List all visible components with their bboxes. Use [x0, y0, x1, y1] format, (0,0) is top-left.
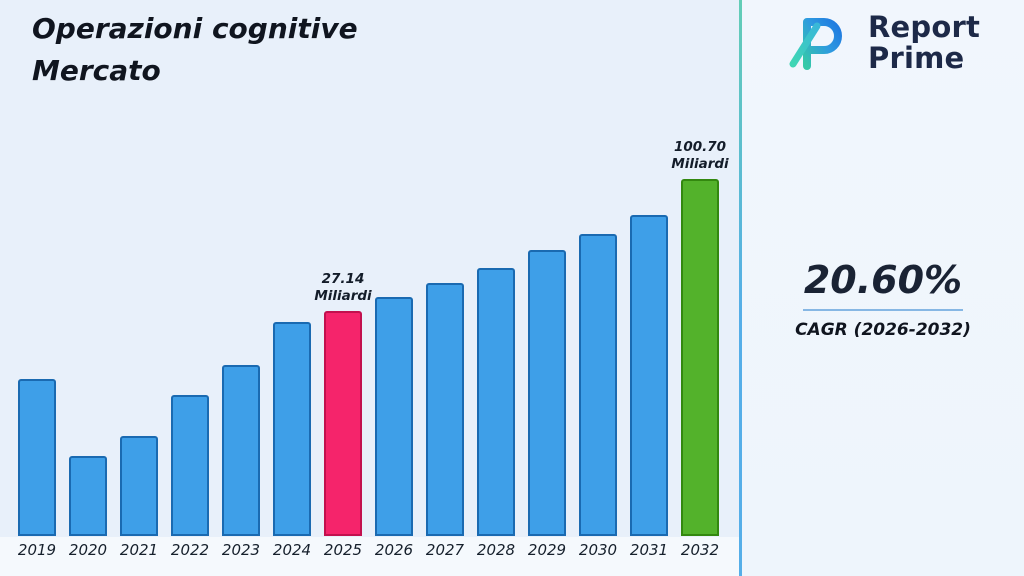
- report-prime-logo: Report Prime: [779, 12, 980, 74]
- bar-2019: [18, 379, 56, 536]
- bar-2031: [630, 215, 668, 536]
- cagr-underline: [803, 309, 963, 311]
- bar-column-2032: 100.70 Miliardi 2032: [671, 139, 728, 562]
- x-axis-label-2021: 2021: [119, 541, 159, 559]
- bar-2021: [120, 436, 158, 536]
- x-axis-label-2029: 2029: [527, 541, 567, 559]
- page-title-line1: Operazioni cognitive: [32, 12, 358, 45]
- bar-column-2028: 2028: [477, 268, 515, 562]
- x-axis-label-2022: 2022: [170, 541, 210, 559]
- bar-column-2030: 2030: [579, 234, 617, 562]
- vertical-divider: [739, 0, 742, 576]
- bar-column-2024: 2024: [273, 322, 311, 562]
- bar-2025: [324, 311, 362, 536]
- x-axis-label-2019: 2019: [17, 541, 57, 559]
- bar-column-2021: 2021: [120, 436, 158, 562]
- bar-column-2019: 2019: [18, 379, 56, 562]
- bar-column-2027: 2027: [426, 283, 464, 562]
- logo-text-line2: Prime: [868, 41, 965, 75]
- x-axis-label-2031: 2031: [629, 541, 669, 559]
- bar-2020: [69, 456, 107, 536]
- x-axis-label-2027: 2027: [425, 541, 465, 559]
- x-axis-label-2032: 2032: [680, 541, 720, 559]
- bar-2028: [477, 268, 515, 536]
- bar-value-annotation-2032: 100.70 Miliardi: [671, 139, 729, 173]
- bar-column-2020: 2020: [69, 456, 107, 562]
- x-axis-label-2020: 2020: [68, 541, 108, 559]
- bar-2029: [528, 250, 566, 536]
- bar-column-2029: 2029: [528, 250, 566, 562]
- bar-column-2023: 2023: [222, 365, 260, 562]
- page-title-line2: Mercato: [32, 54, 161, 87]
- bar-2027: [426, 283, 464, 536]
- x-axis-label-2025: 2025: [323, 541, 363, 559]
- bar-2030: [579, 234, 617, 536]
- bar-column-2031: 2031: [630, 215, 668, 562]
- report-prime-logo-text: Report Prime: [868, 12, 980, 74]
- cagr-label: CAGR (2026-2032): [795, 320, 971, 340]
- bar-2023: [222, 365, 260, 536]
- cagr-value: 20.60%: [803, 258, 963, 302]
- bar-value-annotation-2025: 27.14 Miliardi: [314, 271, 372, 305]
- bar-2024: [273, 322, 311, 536]
- bar-column-2026: 2026: [375, 297, 413, 562]
- bar-column-2025: 27.14 Miliardi 2025: [314, 271, 371, 562]
- bar-2032: [681, 179, 719, 536]
- right-panel-background: [742, 0, 1024, 576]
- report-prime-logo-icon: [789, 18, 842, 70]
- page-title: Operazioni cognitive Mercato: [32, 8, 358, 92]
- bar-column-2022: 2022: [171, 395, 209, 562]
- bar-2026: [375, 297, 413, 536]
- x-axis-label-2026: 2026: [374, 541, 414, 559]
- stats-panel: 20.60% CAGR (2026-2032): [742, 258, 1024, 340]
- x-axis-strip: [0, 537, 739, 576]
- x-axis-label-2030: 2030: [578, 541, 618, 559]
- bar-2022: [171, 395, 209, 536]
- logo-text-line1: Report: [868, 10, 981, 44]
- x-axis-label-2028: 2028: [476, 541, 516, 559]
- x-axis-label-2024: 2024: [272, 541, 312, 559]
- bar-chart: 2019 2020 2021 2022 2023 2024 27.14 Miliardi 20…: [18, 139, 729, 562]
- x-axis-label-2023: 2023: [221, 541, 261, 559]
